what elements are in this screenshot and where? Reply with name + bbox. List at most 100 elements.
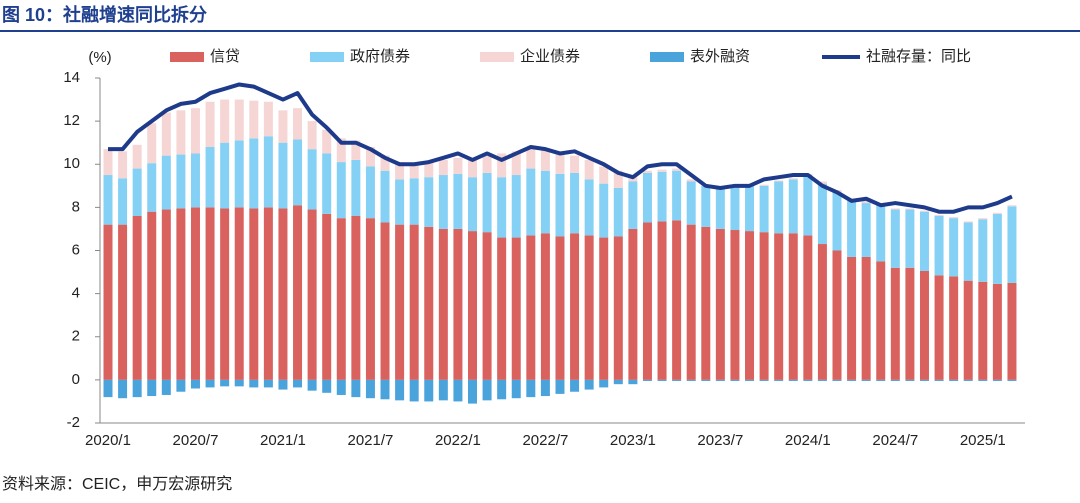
bar-segment <box>730 187 740 231</box>
bar-segment <box>176 208 186 380</box>
bar-segment <box>613 187 623 237</box>
bar-segment <box>1007 205 1017 207</box>
bar-segment <box>628 379 638 385</box>
bar-segment <box>745 185 755 232</box>
bar-segment <box>745 379 755 381</box>
bar-segment <box>351 216 361 380</box>
bar-segment <box>409 224 419 380</box>
bar-segment <box>1007 206 1017 283</box>
bar-segment <box>992 283 1002 380</box>
bar-segment <box>963 379 973 381</box>
bar-segment <box>570 155 580 173</box>
bar-segment <box>817 379 827 381</box>
bar-segment <box>307 121 317 150</box>
legend-swatch <box>310 52 344 62</box>
bar-segment <box>847 256 857 380</box>
bar-segment <box>263 136 273 208</box>
bar-segment <box>190 153 200 208</box>
bar-segment <box>453 379 463 402</box>
bar-segment <box>759 184 769 186</box>
bar-segment <box>132 216 142 380</box>
bar-segment <box>540 379 550 397</box>
x-tick-label: 2022/7 <box>522 432 568 449</box>
bar-segment <box>132 144 142 169</box>
bar-segment <box>424 226 434 380</box>
bar-segment <box>409 379 419 402</box>
bar-segment <box>161 155 171 210</box>
bar-segment <box>774 181 784 234</box>
bar-segment <box>293 205 303 380</box>
bar-segment <box>759 379 769 381</box>
bar-segment <box>278 110 288 143</box>
bar-segment <box>657 171 667 222</box>
bar-segment <box>599 166 609 184</box>
bar-segment <box>526 168 536 236</box>
bar-segment <box>919 211 929 271</box>
y-tick-label: 4 <box>72 285 80 302</box>
bar-segment <box>890 379 900 381</box>
bar-segment <box>861 203 871 257</box>
y-tick-label: 0 <box>72 371 80 388</box>
bar-segment <box>613 170 623 188</box>
bar-segment <box>468 177 477 232</box>
y-axis-label: (%) <box>88 49 111 66</box>
bar-segment <box>949 217 959 219</box>
bar-segment <box>147 211 157 380</box>
bar-segment <box>672 379 682 381</box>
y-tick-label: 12 <box>63 112 80 129</box>
bar-segment <box>438 159 448 176</box>
bar-segment <box>336 379 346 395</box>
bar-segment <box>715 187 725 229</box>
bar-segment <box>482 172 492 233</box>
bar-segment <box>876 379 886 381</box>
bar-segment <box>672 220 682 380</box>
bar-segment <box>861 379 871 381</box>
bar-segment <box>380 155 390 171</box>
bar-segment <box>205 207 215 380</box>
bar-segment <box>876 205 886 262</box>
bar-segment <box>482 155 492 173</box>
bar-segment <box>526 149 536 169</box>
bar-segment <box>307 209 317 380</box>
bar-segment <box>861 256 871 380</box>
bar-segment <box>263 101 273 137</box>
bar-segment <box>934 214 944 216</box>
bar-segment <box>234 207 244 380</box>
bar-segment <box>395 179 405 225</box>
bar-segment <box>642 170 652 173</box>
y-tick-label: 2 <box>72 328 80 345</box>
bar-segment <box>890 209 900 268</box>
bar-segment <box>890 267 900 380</box>
bar-segment <box>190 379 200 389</box>
bar-segment <box>949 276 959 380</box>
bar-segment <box>322 129 332 154</box>
bar-segment <box>745 231 755 380</box>
bar-segment <box>847 200 857 257</box>
bar-segment <box>336 218 346 380</box>
bar-segment <box>570 172 580 234</box>
bar-segment <box>453 228 463 380</box>
bar-segment <box>657 169 667 172</box>
bar-segment <box>234 140 244 208</box>
legend-swatch <box>650 52 684 62</box>
bar-segment <box>234 379 244 387</box>
x-tick-label: 2024/7 <box>872 432 918 449</box>
bar-segment <box>1007 282 1017 380</box>
bar-segment <box>220 379 230 387</box>
bar-segment <box>701 185 711 227</box>
bar-segment <box>468 231 477 380</box>
bar-segment <box>176 154 186 209</box>
bar-segment <box>890 208 900 210</box>
bar-segment <box>657 221 667 380</box>
bar-segment <box>905 267 915 380</box>
bar-segment <box>847 379 857 381</box>
bar-segment <box>380 170 390 223</box>
bar-segment <box>992 212 1002 214</box>
bar-segment <box>395 162 405 180</box>
bar-segment <box>497 153 507 178</box>
x-tick-label: 2023/1 <box>610 432 656 449</box>
bar-segment <box>657 379 667 381</box>
bar-segment <box>380 222 390 380</box>
bar-segment <box>424 379 434 402</box>
